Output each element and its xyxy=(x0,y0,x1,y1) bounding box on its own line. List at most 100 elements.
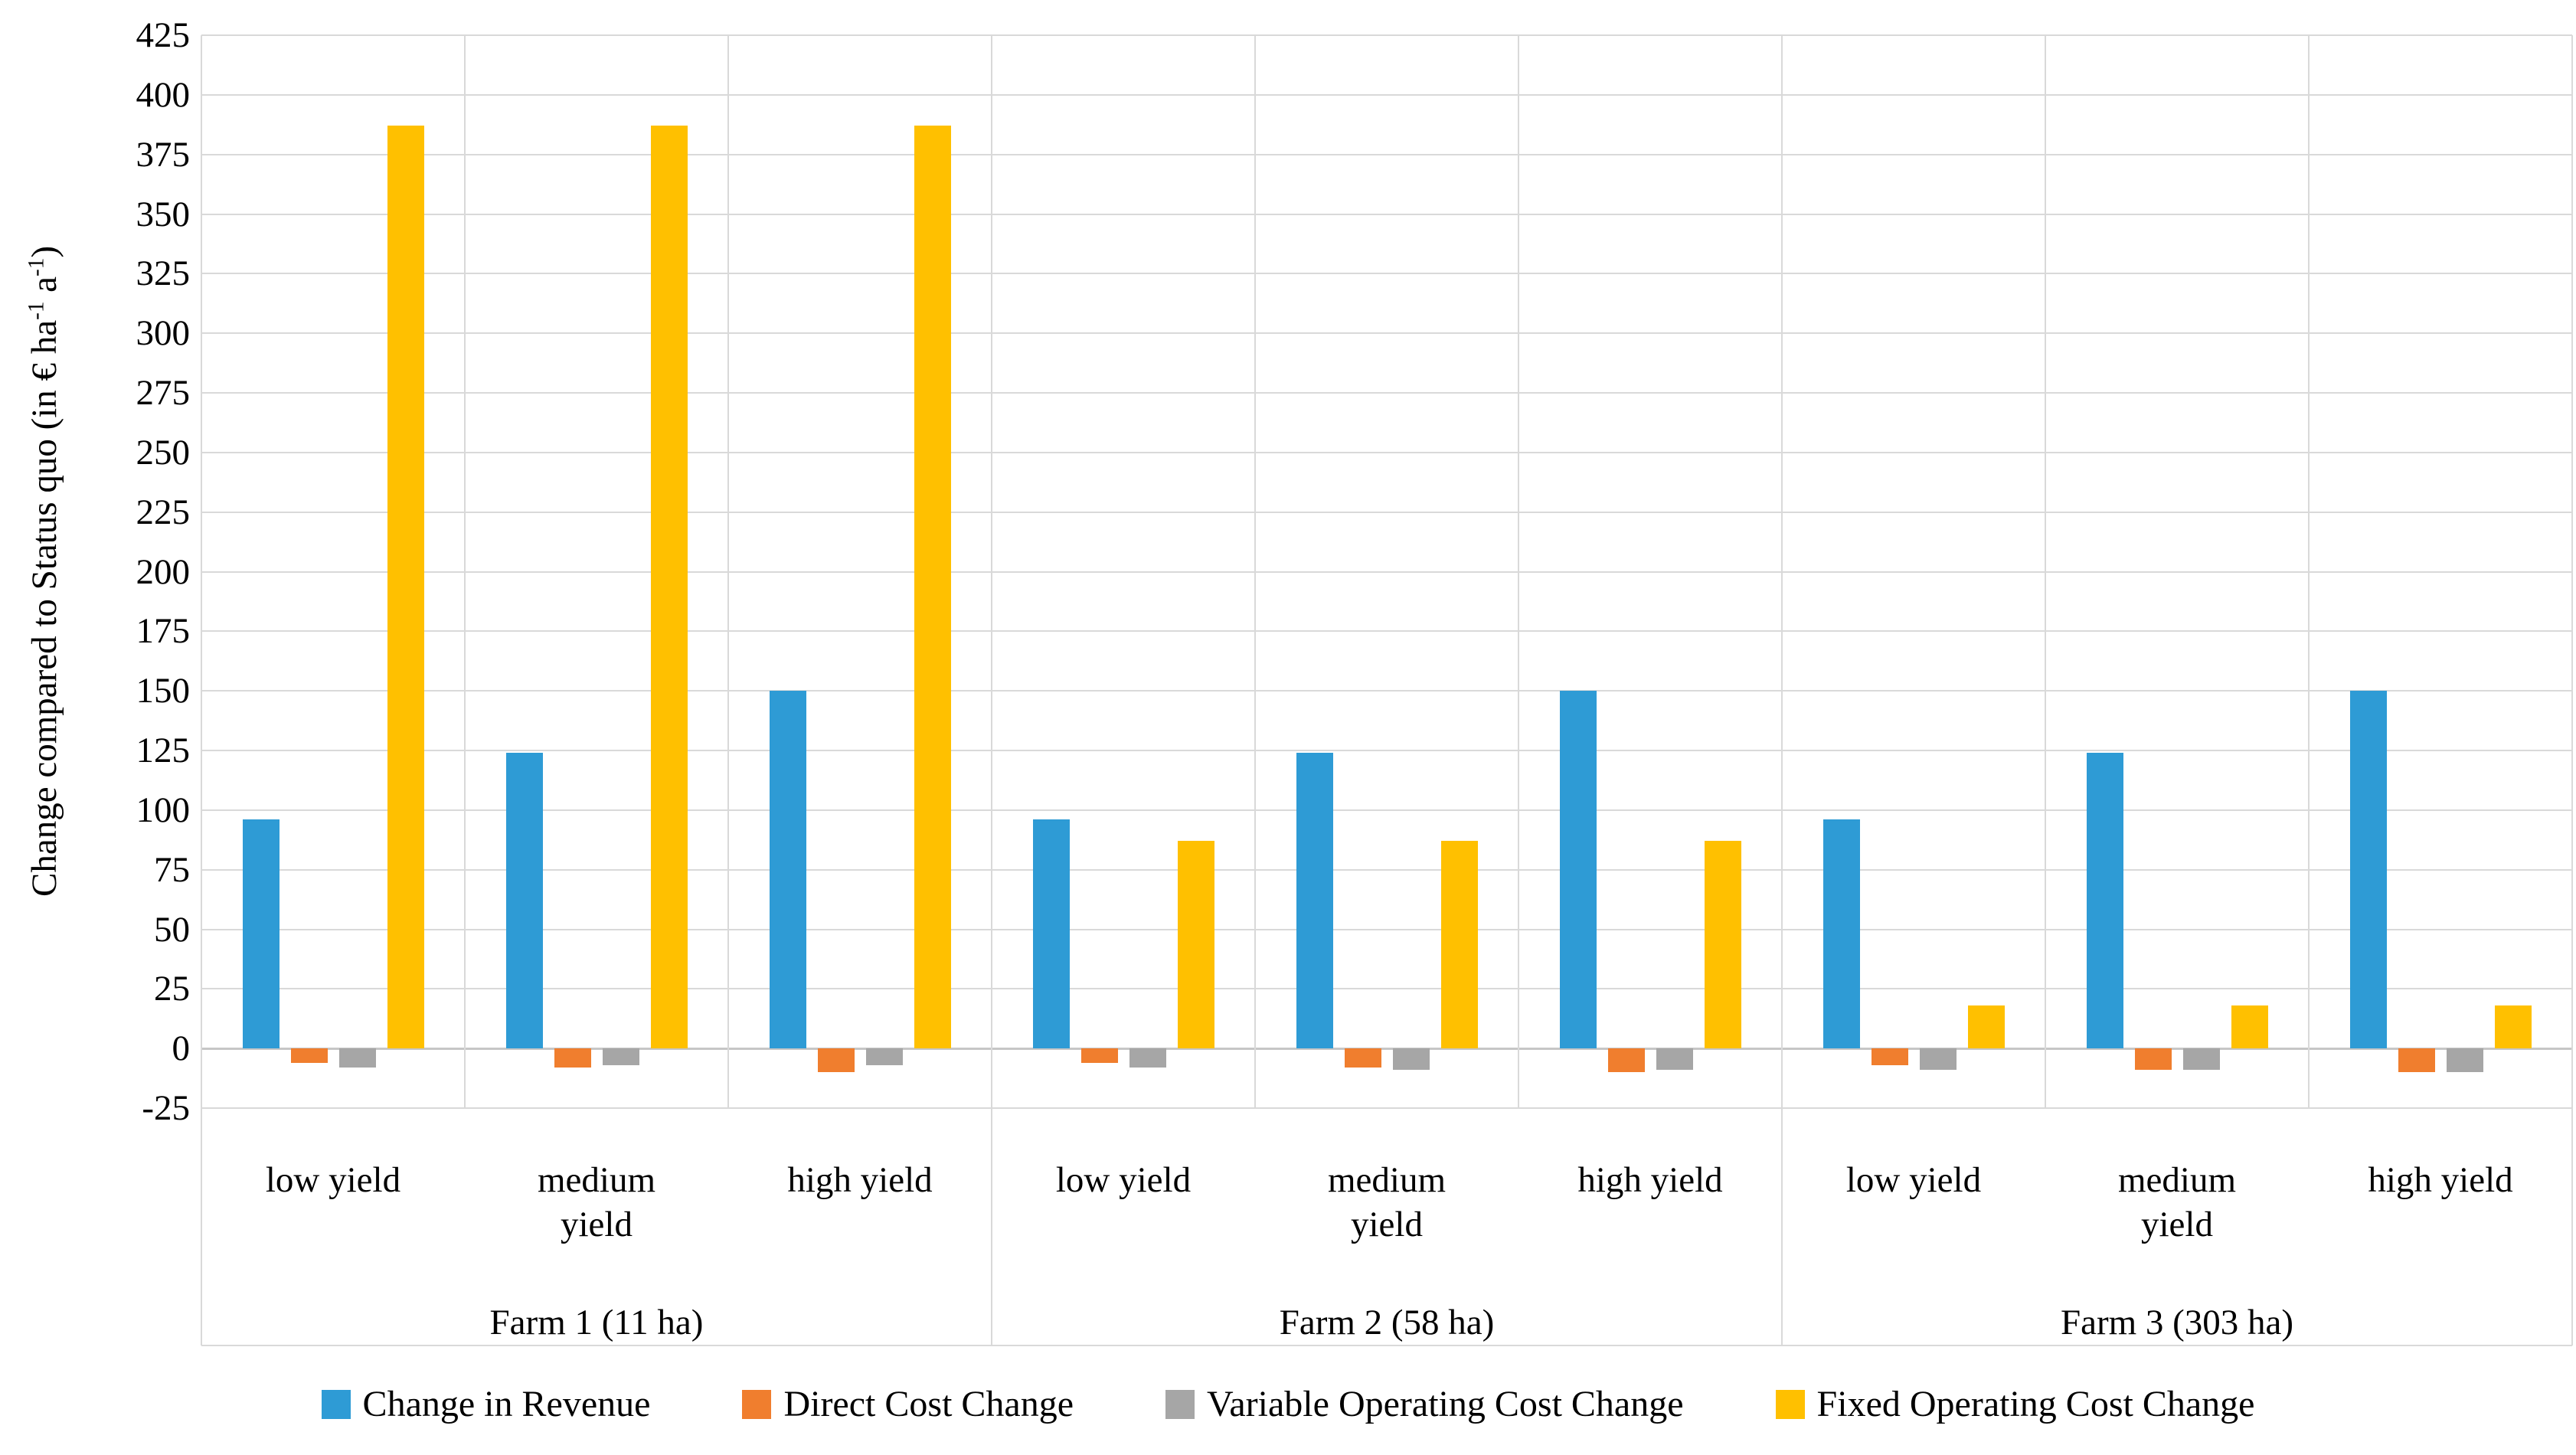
farm-separator xyxy=(201,35,202,1345)
category-label: medium yield xyxy=(2117,1160,2237,1244)
legend-swatch-fixed xyxy=(1775,1389,1805,1419)
bar-fixed xyxy=(650,126,688,1049)
y-tick-label: 250 xyxy=(136,432,191,472)
bar-variable xyxy=(2182,1048,2220,1071)
y-tick-label: 50 xyxy=(154,909,190,950)
gridline-400 xyxy=(201,93,2572,96)
legend-item: Fixed Operating Cost Change xyxy=(1775,1383,2255,1425)
bar-fixed xyxy=(1704,841,1741,1049)
y-tick-label: 275 xyxy=(136,373,191,413)
legend-item: Variable Operating Cost Change xyxy=(1165,1383,1684,1425)
y-tick-label: 375 xyxy=(136,134,191,175)
gridline-0 xyxy=(201,1048,2572,1051)
legend-item: Change in Revenue xyxy=(321,1383,651,1425)
y-tick-label: 350 xyxy=(136,194,191,234)
y-tick-label: 400 xyxy=(136,74,191,115)
bar-revenue xyxy=(1296,753,1333,1049)
bar-variable xyxy=(865,1048,903,1065)
gridline-150 xyxy=(201,690,2572,692)
category-separator xyxy=(464,35,466,1108)
category-label: low yield xyxy=(1055,1160,1192,1200)
gridline-125 xyxy=(201,750,2572,751)
farm-separator xyxy=(2571,35,2573,1345)
category-separator xyxy=(1518,35,1519,1108)
legend: Change in Revenue Direct Cost Change Varia… xyxy=(0,1383,2576,1425)
gridline-250 xyxy=(201,451,2572,453)
y-tick-label: 25 xyxy=(154,969,190,1009)
bar-revenue xyxy=(242,819,280,1049)
y-tick-label: 200 xyxy=(136,551,191,592)
gridline-300 xyxy=(201,332,2572,335)
gridline-75 xyxy=(201,868,2572,871)
category-separator xyxy=(2045,35,2046,1108)
category-label: high yield xyxy=(787,1160,933,1200)
gridline-50 xyxy=(201,928,2572,930)
bar-fixed xyxy=(387,126,424,1049)
bar-revenue xyxy=(1822,819,1860,1049)
bar-revenue xyxy=(2086,753,2123,1049)
legend-label: Direct Cost Change xyxy=(783,1384,1074,1424)
category-label: medium yield xyxy=(1327,1160,1447,1244)
legend-swatch-variable xyxy=(1165,1389,1195,1419)
bar-fixed xyxy=(914,126,951,1049)
y-tick-label: 0 xyxy=(172,1028,191,1069)
legend-label: Fixed Operating Cost Change xyxy=(1816,1384,2255,1424)
gridline-225 xyxy=(201,511,2572,513)
farm-group-label: Farm 2 (58 ha) xyxy=(1279,1303,1495,1342)
bar-revenue xyxy=(1032,819,1070,1049)
gridline-425 xyxy=(201,34,2572,36)
bar-revenue xyxy=(505,753,543,1049)
gridline-175 xyxy=(201,630,2572,633)
bar-direct xyxy=(1080,1048,1118,1063)
y-tick-label: 425 xyxy=(136,15,191,55)
bar-fixed xyxy=(1177,841,1214,1049)
y-tick-label: 125 xyxy=(136,731,191,770)
farm-group-label: Farm 1 (11 ha) xyxy=(489,1303,704,1342)
gridline--25 xyxy=(201,1107,2572,1109)
category-separator xyxy=(2308,35,2310,1108)
bar-variable xyxy=(1392,1048,1430,1071)
legend-swatch-revenue xyxy=(321,1389,351,1419)
bar-variable xyxy=(338,1048,376,1068)
y-tick-label: 100 xyxy=(136,790,191,830)
y-tick-label: 300 xyxy=(136,313,191,354)
y-tick-label: 225 xyxy=(136,492,191,532)
bar-variable xyxy=(1919,1048,1957,1071)
category-label: low yield xyxy=(1845,1160,1982,1200)
gridline-25 xyxy=(201,988,2572,990)
gridline-350 xyxy=(201,213,2572,215)
bar-direct xyxy=(817,1048,855,1073)
bar-fixed xyxy=(1440,841,1478,1049)
bar-revenue xyxy=(769,691,806,1049)
gridline-275 xyxy=(201,392,2572,394)
y-tick-label: -25 xyxy=(142,1088,190,1128)
bar-variable xyxy=(602,1048,639,1065)
bar-direct xyxy=(1871,1048,1908,1065)
gridline-375 xyxy=(201,153,2572,155)
bar-variable xyxy=(1129,1048,1166,1068)
bar-direct xyxy=(1344,1048,1381,1068)
y-tick-label: 325 xyxy=(136,253,191,294)
label-area-bottom-line xyxy=(201,1345,2572,1346)
legend-swatch-direct xyxy=(742,1389,772,1419)
bar-revenue xyxy=(2349,691,2387,1049)
bar-variable xyxy=(2446,1048,2483,1073)
farm-separator xyxy=(991,35,992,1345)
bar-fixed xyxy=(2231,1005,2268,1049)
y-tick-label: 150 xyxy=(136,671,191,711)
category-label: high yield xyxy=(1577,1160,1723,1200)
bar-revenue xyxy=(1559,691,1597,1049)
category-label: medium yield xyxy=(537,1160,656,1244)
legend-item: Direct Cost Change xyxy=(742,1383,1074,1425)
category-separator xyxy=(727,35,729,1108)
gridline-100 xyxy=(201,809,2572,811)
legend-label: Change in Revenue xyxy=(362,1384,651,1424)
bar-direct xyxy=(2134,1048,2172,1071)
category-label: low yield xyxy=(265,1160,401,1200)
y-tick-label: 175 xyxy=(136,611,191,652)
bar-direct xyxy=(290,1048,328,1063)
bar-variable xyxy=(1656,1048,1693,1071)
legend-label: Variable Operating Cost Change xyxy=(1207,1384,1684,1424)
farm-group-label: Farm 3 (303 ha) xyxy=(2060,1303,2294,1342)
